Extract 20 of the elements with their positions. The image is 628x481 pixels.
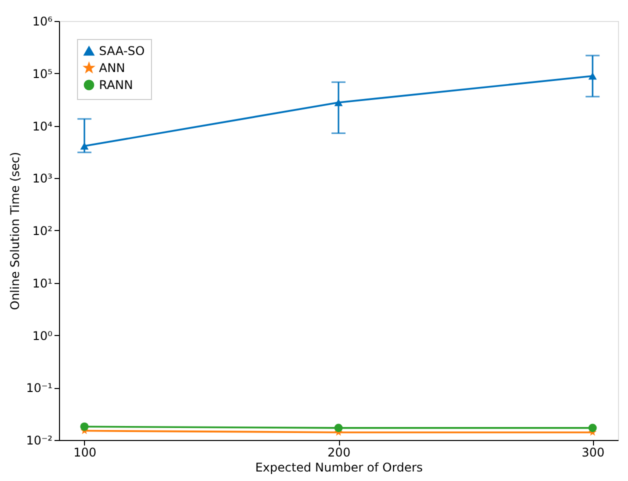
y-tick-label: 10⁻¹ bbox=[26, 381, 53, 396]
x-tick-label: 200 bbox=[328, 446, 350, 460]
y-tick-label: 10² bbox=[32, 224, 53, 238]
point bbox=[588, 424, 597, 432]
y-tick-label: 10¹ bbox=[32, 276, 53, 290]
y-tick-label: 10⁰ bbox=[32, 328, 53, 343]
legend-label: RANN bbox=[99, 78, 134, 92]
y-tick-label: 10⁶ bbox=[32, 14, 53, 28]
x-tick-label: 100 bbox=[73, 446, 96, 460]
point bbox=[80, 422, 89, 431]
y-tick-label: 10⁴ bbox=[32, 119, 53, 134]
y-tick-label: 10³ bbox=[32, 172, 53, 186]
legend-label: SAA-SO bbox=[99, 44, 145, 58]
x-axis-title: Expected Number of Orders bbox=[255, 460, 423, 474]
legend-label: ANN bbox=[99, 61, 126, 75]
y-tick-label: 10⁻² bbox=[26, 434, 53, 448]
y-axis-title: Online Solution Time (sec) bbox=[8, 152, 22, 310]
y-tick-label: 10⁵ bbox=[32, 66, 53, 81]
x-tick-label: 300 bbox=[582, 446, 605, 460]
point bbox=[334, 424, 343, 432]
